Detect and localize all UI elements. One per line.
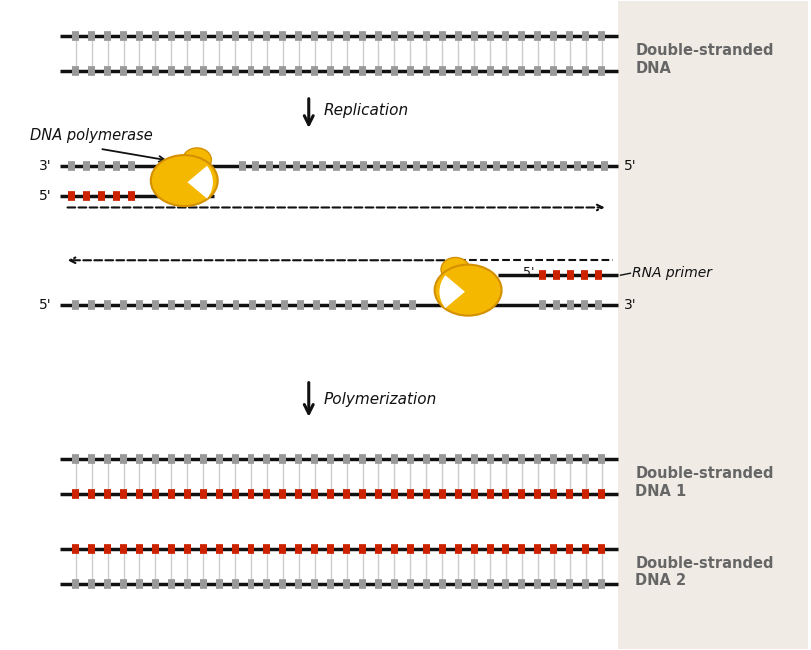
Text: 3': 3' xyxy=(39,159,52,173)
Text: 5': 5' xyxy=(624,159,636,173)
Text: 5': 5' xyxy=(39,298,52,312)
Text: Polymerization: Polymerization xyxy=(324,392,437,407)
Text: 5': 5' xyxy=(523,266,534,279)
Bar xyxy=(617,1,808,649)
Text: 5': 5' xyxy=(39,188,52,203)
Text: Double-stranded
DNA: Double-stranded DNA xyxy=(636,43,774,75)
Text: Double-stranded
DNA 2: Double-stranded DNA 2 xyxy=(636,556,774,588)
Wedge shape xyxy=(187,166,213,198)
Ellipse shape xyxy=(435,265,501,316)
Wedge shape xyxy=(440,276,465,308)
Ellipse shape xyxy=(182,148,212,172)
Ellipse shape xyxy=(441,257,470,281)
Text: RNA primer: RNA primer xyxy=(633,266,712,280)
Text: Double-stranded
DNA 1: Double-stranded DNA 1 xyxy=(636,467,774,499)
Text: 3': 3' xyxy=(624,298,636,312)
Ellipse shape xyxy=(151,155,217,206)
Text: DNA polymerase: DNA polymerase xyxy=(30,128,152,143)
Text: Replication: Replication xyxy=(324,103,409,118)
